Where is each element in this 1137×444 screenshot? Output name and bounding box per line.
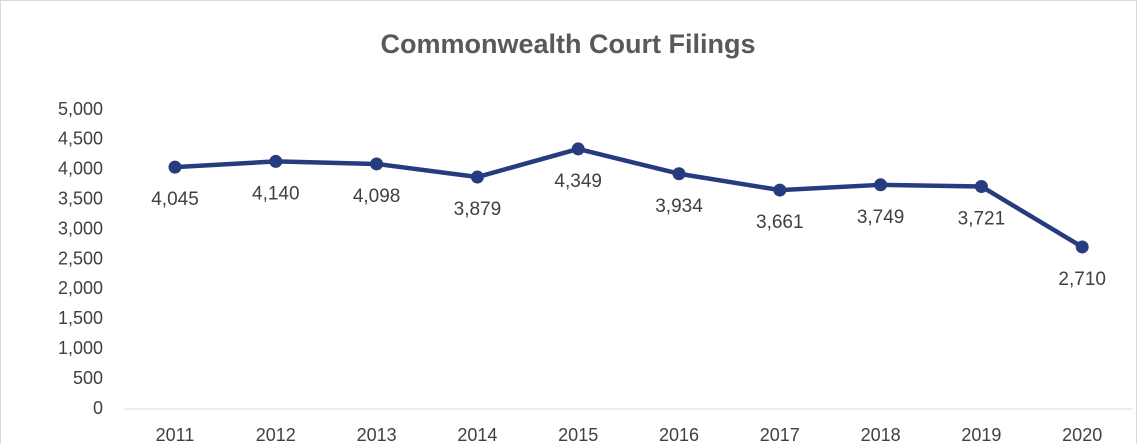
marker xyxy=(974,179,988,193)
data-label: 3,721 xyxy=(958,208,1006,229)
marker xyxy=(1075,240,1089,254)
data-label: 3,879 xyxy=(454,199,502,220)
x-tick-label: 2012 xyxy=(256,425,296,444)
marker xyxy=(571,142,585,156)
y-tick-label: 3,500 xyxy=(58,188,103,208)
y-tick-label: 2,500 xyxy=(58,248,103,268)
data-label: 4,098 xyxy=(353,186,401,207)
y-tick-label: 1,500 xyxy=(58,308,103,328)
y-tick-label: 4,000 xyxy=(58,159,103,179)
marker xyxy=(370,157,384,171)
x-tick-label: 2018 xyxy=(861,425,901,444)
y-tick-label: 500 xyxy=(73,368,103,388)
marker xyxy=(269,154,283,168)
y-tick-label: 1,000 xyxy=(58,338,103,358)
x-tick-label: 2014 xyxy=(457,425,497,444)
data-label: 3,661 xyxy=(756,212,804,233)
x-tick-label: 2016 xyxy=(659,425,699,444)
data-label: 4,045 xyxy=(151,189,199,210)
data-label: 3,749 xyxy=(857,207,905,228)
marker xyxy=(168,160,182,174)
x-tick-label: 2015 xyxy=(558,425,598,444)
marker xyxy=(672,167,686,181)
y-tick-label: 3,000 xyxy=(58,218,103,238)
x-tick-label: 2011 xyxy=(156,425,195,444)
data-label: 4,140 xyxy=(252,183,300,204)
x-tick-label: 2019 xyxy=(961,425,1001,444)
y-tick-label: 5,000 xyxy=(58,99,103,119)
marker xyxy=(874,178,888,192)
data-label: 3,934 xyxy=(655,196,703,217)
marker xyxy=(773,183,787,197)
data-label: 2,710 xyxy=(1058,269,1106,290)
x-tick-label: 2020 xyxy=(1062,425,1102,444)
y-tick-label: 4,500 xyxy=(58,129,103,149)
y-tick-label: 2,000 xyxy=(58,278,103,298)
x-tick-label: 2013 xyxy=(357,425,397,444)
chart-title: Commonwealth Court Filings xyxy=(381,29,756,59)
x-tick-label: 2017 xyxy=(760,425,800,444)
data-label: 4,349 xyxy=(554,171,602,192)
marker xyxy=(470,170,484,184)
line xyxy=(174,146,1084,249)
y-tick-label: 0 xyxy=(93,398,103,418)
